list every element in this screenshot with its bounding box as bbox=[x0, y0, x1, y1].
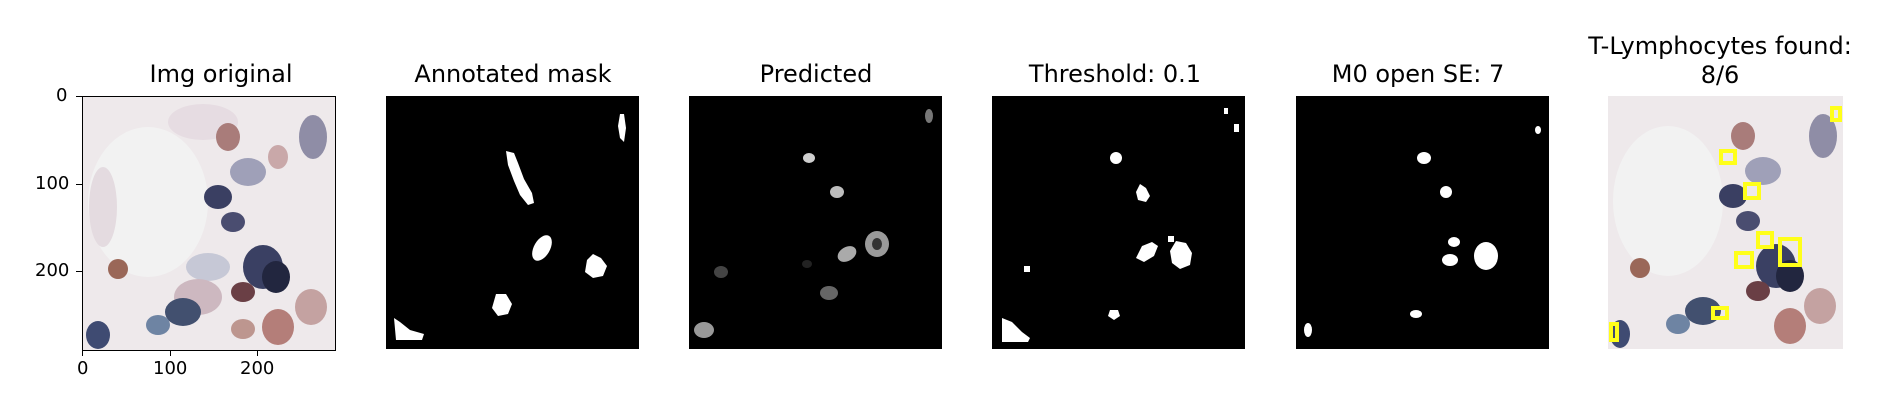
y-tick-label-200: 200 bbox=[35, 260, 70, 281]
x-tick-label-100: 100 bbox=[153, 358, 188, 379]
panel-title-m0-open: M0 open SE: 7 bbox=[1331, 60, 1505, 88]
panel-title-lymphocytes: T-Lymphocytes found: 8/6 bbox=[1570, 32, 1870, 90]
original-image bbox=[82, 96, 336, 351]
x-tick-label-0: 0 bbox=[77, 358, 89, 379]
panel-title-annotated-mask: Annotated mask bbox=[414, 60, 612, 88]
panel-title-predicted: Predicted bbox=[759, 60, 873, 88]
m0-open-canvas bbox=[1296, 96, 1549, 349]
original-image-canvas bbox=[83, 97, 335, 350]
detection-box bbox=[1830, 106, 1842, 122]
detection-box bbox=[1734, 251, 1754, 269]
m0-open-image bbox=[1296, 96, 1549, 349]
predicted-image bbox=[689, 96, 942, 349]
y-tick-mark-200 bbox=[76, 271, 82, 272]
detection-box bbox=[1743, 182, 1761, 200]
x-tick-mark-100 bbox=[170, 350, 171, 356]
x-tick-mark-0 bbox=[82, 350, 83, 356]
annotated-mask-image bbox=[386, 96, 639, 349]
threshold-image bbox=[992, 96, 1245, 349]
annotated-mask-canvas bbox=[386, 96, 639, 349]
y-tick-label-100: 100 bbox=[35, 173, 70, 194]
detection-box bbox=[1711, 306, 1729, 320]
y-tick-mark-0 bbox=[76, 96, 82, 97]
panel-title-threshold: Threshold: 0.1 bbox=[1028, 60, 1202, 88]
lymphocytes-title-line1: T-Lymphocytes found: bbox=[1588, 32, 1852, 60]
panel-title-original: Img original bbox=[149, 60, 293, 88]
detection-box bbox=[1609, 322, 1619, 342]
threshold-canvas bbox=[992, 96, 1245, 349]
x-tick-label-200: 200 bbox=[240, 358, 275, 379]
y-tick-mark-100 bbox=[76, 184, 82, 185]
lymphocytes-canvas bbox=[1608, 96, 1843, 349]
y-tick-label-0: 0 bbox=[56, 85, 68, 106]
lymphocytes-count: 8/6 bbox=[1700, 61, 1740, 89]
detection-box bbox=[1778, 237, 1802, 267]
detection-box bbox=[1719, 149, 1737, 165]
x-tick-mark-200 bbox=[257, 350, 258, 356]
detection-box bbox=[1756, 231, 1774, 249]
lymphocytes-image bbox=[1608, 96, 1843, 349]
predicted-canvas bbox=[689, 96, 942, 349]
